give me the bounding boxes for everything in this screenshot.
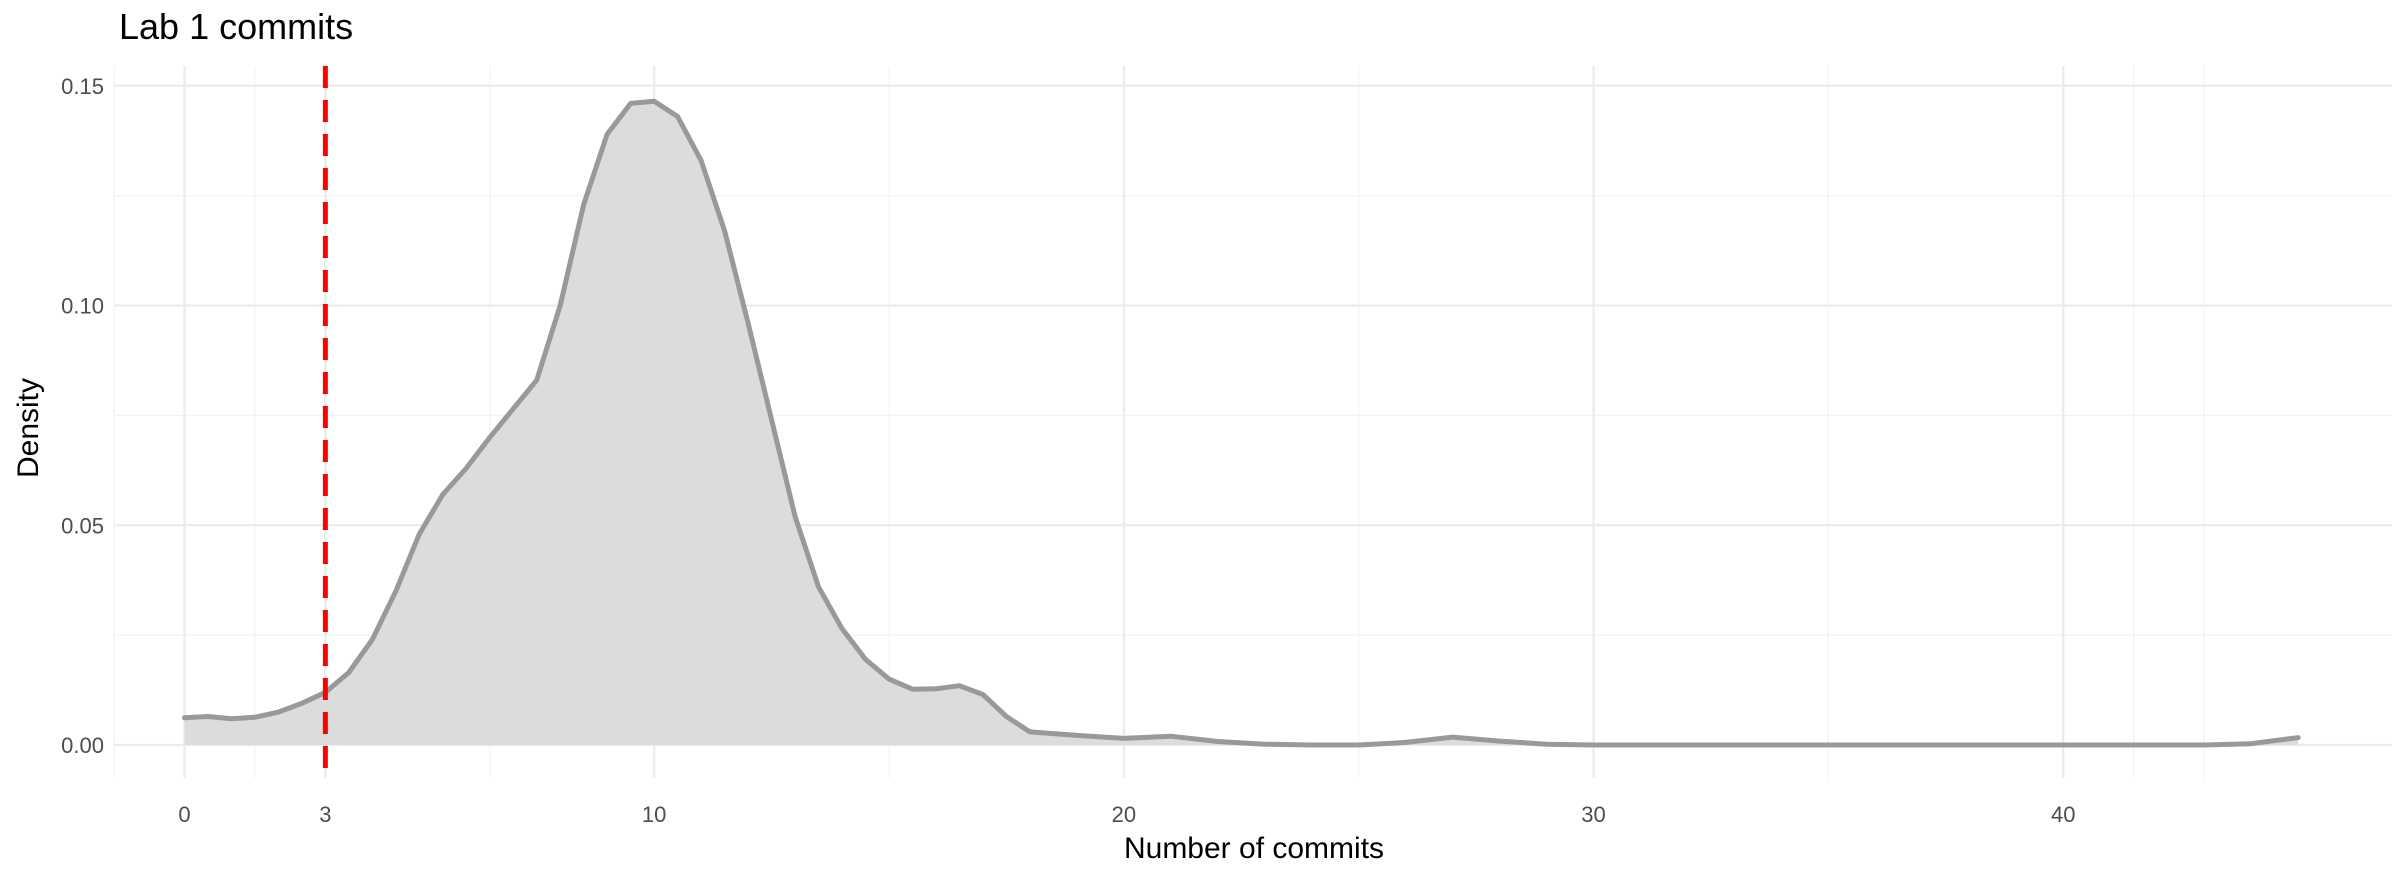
y-tick-label: 0.15: [61, 74, 104, 99]
chart-title: Lab 1 commits: [119, 6, 354, 47]
density-fill: [184, 101, 2299, 745]
x-axis-ticks: 0 3 10 20 30 40: [178, 802, 2075, 827]
y-tick-label: 0.10: [61, 294, 104, 319]
x-tick-label: 10: [642, 802, 666, 827]
density-area-layer: [182, 98, 2301, 748]
y-tick-label: 0.00: [61, 733, 104, 758]
x-tick-label: 30: [1581, 802, 1605, 827]
y-tick-label: 0.05: [61, 513, 104, 538]
x-tick-label: 0: [178, 802, 190, 827]
x-tick-label: 20: [1112, 802, 1136, 827]
y-axis-title: Density: [12, 378, 45, 478]
y-axis-ticks: 0.00 0.05 0.10 0.15: [61, 74, 104, 758]
x-tick-label: 40: [2051, 802, 2075, 827]
density-curve: [182, 98, 2301, 748]
x-axis-title: Number of commits: [1124, 832, 1384, 865]
x-tick-label: 3: [319, 802, 331, 827]
